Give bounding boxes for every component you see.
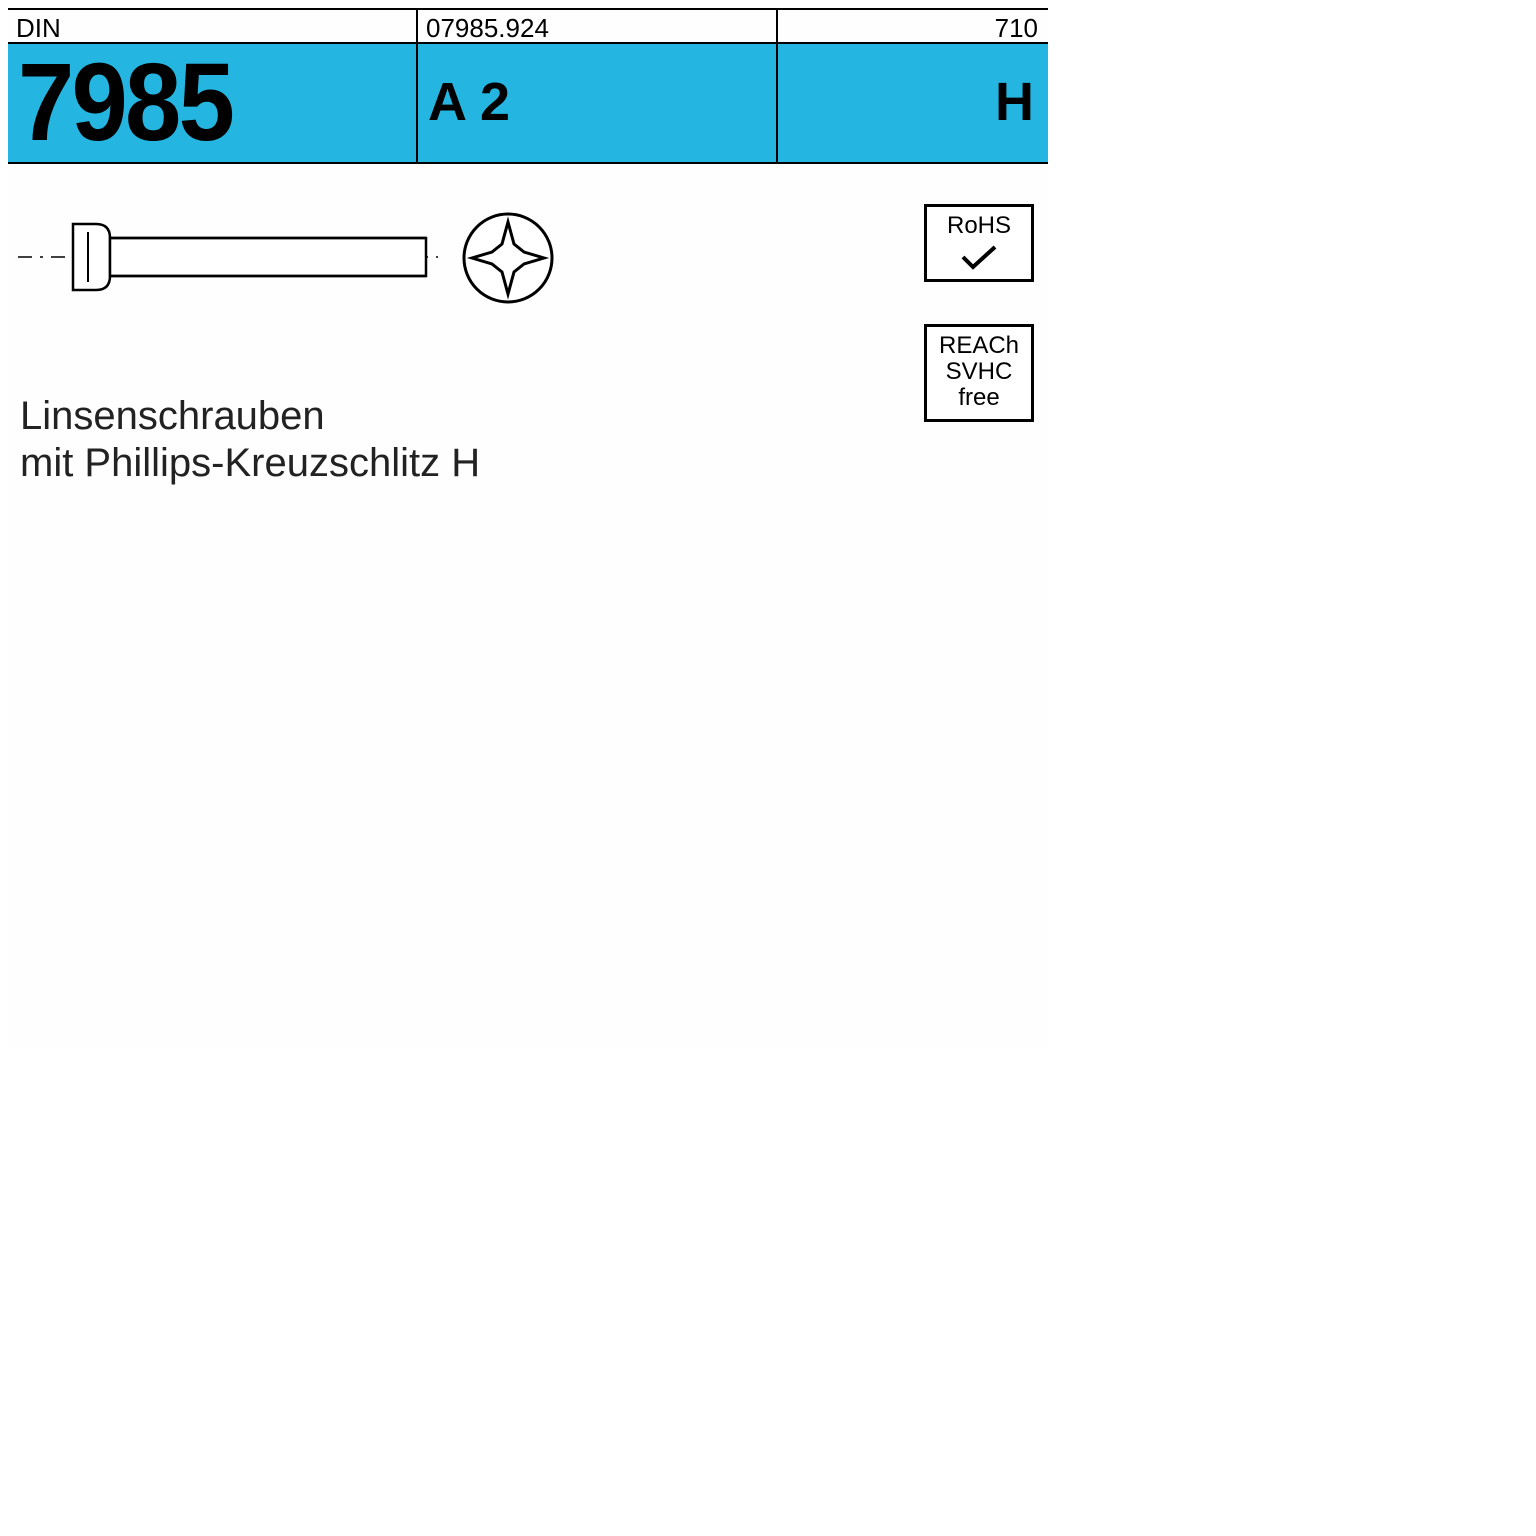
standard-number: 7985: [18, 44, 375, 162]
diagram-area: [8, 164, 1048, 364]
reach-line3: free: [931, 385, 1027, 411]
reach-line1: REACh: [931, 333, 1027, 359]
blue-row: 7985 A 2 H: [8, 44, 1048, 164]
standard-number-cell: 7985: [8, 44, 418, 162]
reach-line2: SVHC: [931, 359, 1027, 385]
drive-cell: H: [778, 44, 1048, 162]
drive-text: H: [788, 44, 1034, 160]
phillips-head-icon: [458, 208, 558, 308]
check-icon: [959, 243, 999, 271]
rohs-badge: RoHS: [924, 204, 1034, 282]
material-cell: A 2: [418, 44, 778, 162]
description-block: Linsenschrauben mit Phillips-Kreuzschlit…: [20, 394, 480, 486]
description-line2: mit Phillips-Kreuzschlitz H: [20, 441, 480, 486]
rohs-text: RoHS: [931, 213, 1027, 239]
material-text: A 2: [428, 44, 766, 160]
header-code: 07985.924: [418, 10, 778, 42]
product-label-card: DIN 07985.924 710 7985 A 2 H Linsenschra…: [8, 8, 1048, 1048]
screw-side-icon: [18, 202, 438, 312]
header-din-label: DIN: [8, 10, 418, 42]
header-row: DIN 07985.924 710: [8, 8, 1048, 44]
header-right-code: 710: [778, 10, 1048, 42]
reach-badge: REACh SVHC free: [924, 324, 1034, 422]
description-line1: Linsenschrauben: [20, 394, 480, 439]
